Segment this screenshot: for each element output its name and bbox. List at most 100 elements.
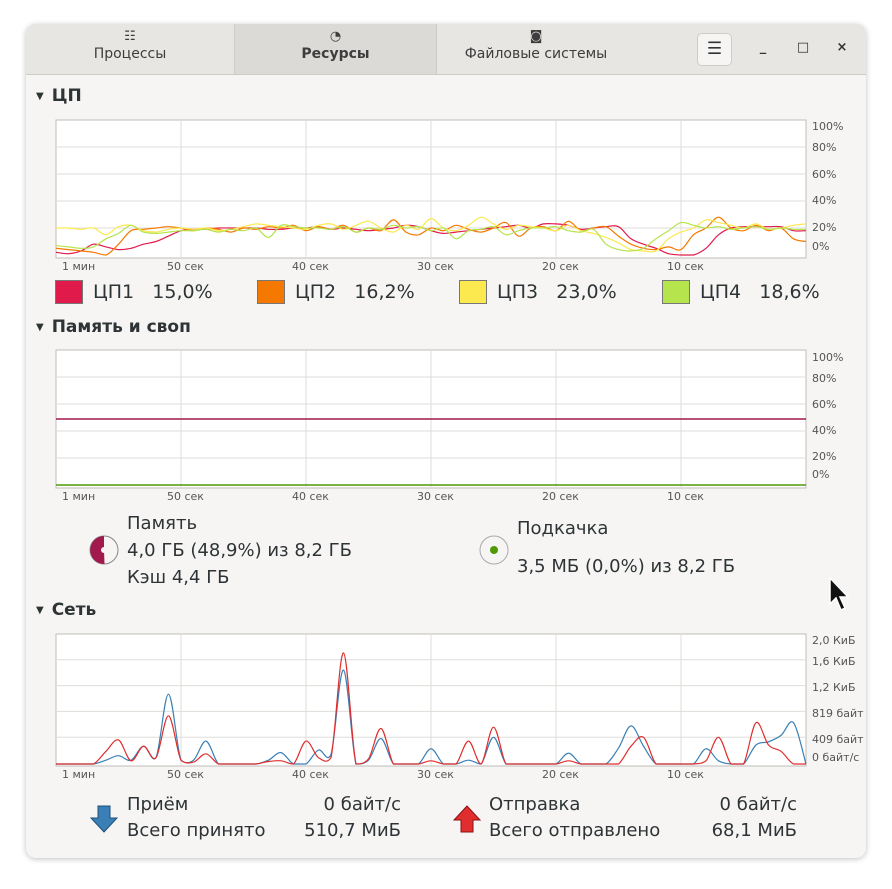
x-tick-label: 20 сек xyxy=(542,490,579,503)
network-title: Сеть xyxy=(51,600,97,620)
close-button[interactable]: × xyxy=(832,38,852,58)
download-arrow-icon[interactable] xyxy=(89,804,119,834)
y-tick-label: 2,0 КиБ xyxy=(812,634,856,647)
receive-total-label: Всего принято xyxy=(127,820,266,841)
x-tick-label: 40 сек xyxy=(292,260,329,273)
cpu2-color-swatch[interactable] xyxy=(257,280,285,304)
y-tick-label: 1,2 КиБ xyxy=(812,681,856,694)
memory-info: Память 4,0 ГБ (48,9%) из 8,2 ГБ Кэш 4,4 … xyxy=(127,510,352,591)
tab-label: Процессы xyxy=(93,46,167,62)
expander-icon: ▼ xyxy=(36,90,44,102)
memory-value: 4,0 ГБ (48,9%) из 8,2 ГБ xyxy=(127,540,353,561)
network-series-Отправка xyxy=(55,652,806,765)
send-total: 68,1 МиБ xyxy=(711,820,797,841)
maximize-button[interactable]: □ xyxy=(793,38,813,58)
y-tick-label: 40% xyxy=(812,424,836,437)
minimize-button[interactable]: _ xyxy=(753,38,773,58)
cpu2-label: ЦП2 xyxy=(295,281,337,303)
upload-arrow-icon[interactable] xyxy=(452,804,482,834)
x-tick-label: 10 сек xyxy=(667,768,704,781)
hamburger-icon: ☰ xyxy=(706,39,723,59)
y-tick-label: 60% xyxy=(812,398,836,411)
memory-section-toggle[interactable]: ▼ Память и своп xyxy=(36,317,191,337)
tab-resources[interactable]: ◔ Ресурсы xyxy=(234,24,437,74)
tab-label: Файловые системы xyxy=(464,46,608,62)
swap-value: 3,5 МБ (0,0%) из 8,2 ГБ xyxy=(517,556,736,577)
x-tick-label: 40 сек xyxy=(292,490,329,503)
expander-icon: ▼ xyxy=(36,604,44,616)
cpu2-value: 16,2% xyxy=(354,281,415,303)
y-tick-label: 20% xyxy=(812,221,836,234)
send-label: Отправка xyxy=(489,794,581,815)
expander-icon: ▼ xyxy=(36,321,44,333)
tab-file-systems[interactable]: ◙ Файловые системы xyxy=(436,24,636,74)
x-tick-label: 1 мин xyxy=(62,490,95,503)
y-tick-label: 80% xyxy=(812,372,836,385)
y-tick-label: 80% xyxy=(812,141,836,154)
maximize-icon: □ xyxy=(796,40,810,55)
network-section-toggle[interactable]: ▼ Сеть xyxy=(36,600,96,620)
cpu1-legend: ЦП1 15,0% xyxy=(55,280,213,304)
x-tick-label: 50 сек xyxy=(167,490,204,503)
system-monitor-window: ☷ Процессы ◔ Ресурсы ◙ Файловые системы … xyxy=(26,24,866,858)
y-tick-label: 0 байт/с xyxy=(812,751,859,764)
x-tick-label: 30 сек xyxy=(417,490,454,503)
close-icon: × xyxy=(836,40,848,55)
memory-cache: Кэш 4,4 ГБ xyxy=(127,567,230,588)
y-tick-label: 100% xyxy=(812,351,843,364)
x-tick-label: 30 сек xyxy=(417,260,454,273)
x-tick-label: 1 мин xyxy=(62,768,95,781)
cpu1-value: 15,0% xyxy=(152,281,213,303)
cpu-section-toggle[interactable]: ▼ ЦП xyxy=(36,86,82,106)
send-total-label: Всего отправлено xyxy=(489,820,661,841)
cpu1-label: ЦП1 xyxy=(93,281,135,303)
y-tick-label: 0% xyxy=(812,240,829,253)
memory-label: Память xyxy=(127,513,198,534)
x-tick-label: 40 сек xyxy=(292,768,329,781)
minimize-icon: _ xyxy=(759,40,767,55)
cpu3-value: 23,0% xyxy=(556,281,617,303)
x-tick-label: 1 мин xyxy=(62,260,95,273)
tab-label: Ресурсы xyxy=(301,46,370,62)
x-tick-label: 20 сек xyxy=(542,260,579,273)
receive-rate: 0 байт/с xyxy=(323,794,401,815)
cpu-chart: 1 мин 50 сек 40 сек 30 сек 20 сек 10 сек 100% 8… xyxy=(55,119,843,273)
tab-processes[interactable]: ☷ Процессы xyxy=(26,24,234,74)
menu-button[interactable]: ☰ xyxy=(697,33,732,66)
gauge-icon: ◔ xyxy=(329,29,342,44)
cpu3-color-swatch[interactable] xyxy=(459,280,487,304)
swap-label: Подкачка xyxy=(517,518,609,539)
cpu3-label: ЦП3 xyxy=(497,281,539,303)
cpu4-color-swatch[interactable] xyxy=(662,280,690,304)
cpu2-legend: ЦП2 16,2% xyxy=(257,280,415,304)
disk-icon: ◙ xyxy=(529,29,543,44)
memory-pie-icon[interactable] xyxy=(88,534,120,566)
memory-title: Память и своп xyxy=(51,317,191,337)
mouse-pointer-icon xyxy=(829,576,850,612)
memory-pie-fill xyxy=(90,536,105,565)
receive-label: Приём xyxy=(127,794,189,815)
network-chart: 1 мин 50 сек 40 сек 30 сек 20 сек 10 сек 2,0 К… xyxy=(55,633,864,781)
x-tick-label: 20 сек xyxy=(542,768,579,781)
receive-info: Приём 0 байт/с Всего принято 510,7 МиБ xyxy=(127,792,401,844)
swap-pie-icon[interactable] xyxy=(478,534,510,566)
y-tick-label: 819 байт xyxy=(812,707,864,720)
cpu3-legend: ЦП3 23,0% xyxy=(459,280,617,304)
cpu-series-ЦП4 xyxy=(55,221,807,252)
list-icon: ☷ xyxy=(124,29,136,44)
cpu1-color-swatch[interactable] xyxy=(55,280,83,304)
x-tick-label: 50 сек xyxy=(167,260,204,273)
y-tick-label: 40% xyxy=(812,194,836,207)
cpu4-value: 18,6% xyxy=(759,281,820,303)
x-tick-label: 30 сек xyxy=(417,768,454,781)
x-tick-label: 10 сек xyxy=(667,490,704,503)
send-info: Отправка 0 байт/с Всего отправлено 68,1 Ми… xyxy=(489,792,797,844)
y-tick-label: 100% xyxy=(812,120,843,133)
memory-chart: 1 мин 50 сек 40 сек 30 сек 20 сек 10 сек 100% 8… xyxy=(55,349,843,503)
cpu4-legend: ЦП4 18,6% xyxy=(662,280,820,304)
y-tick-label: 409 байт xyxy=(812,733,864,746)
receive-total: 510,7 МиБ xyxy=(304,820,401,841)
x-tick-label: 50 сек xyxy=(167,768,204,781)
cpu-series-ЦП3 xyxy=(55,216,807,253)
y-tick-label: 0% xyxy=(812,468,829,481)
